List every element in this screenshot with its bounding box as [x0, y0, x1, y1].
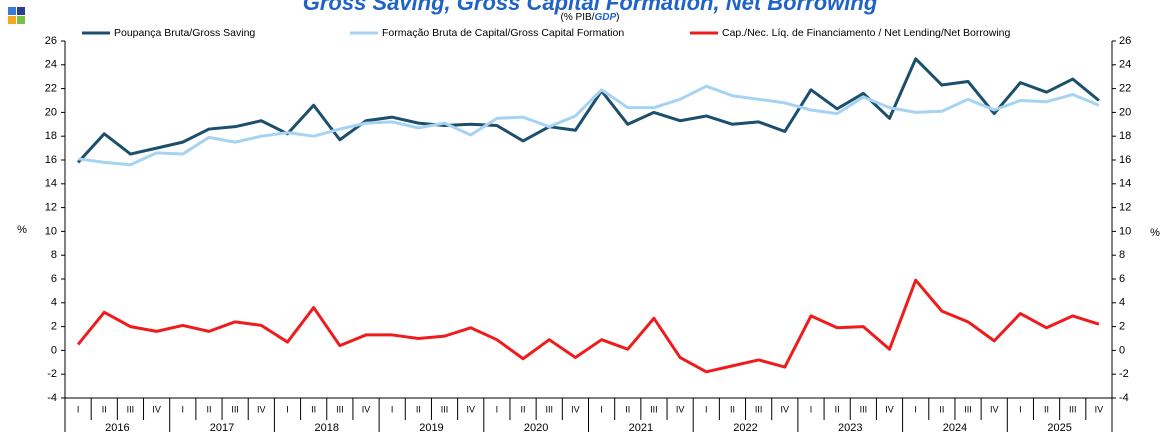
y2-tick-label: 0 — [1119, 344, 1125, 356]
x-tick-label: IV — [990, 404, 999, 414]
subtitle-part: GDP — [594, 12, 616, 23]
x-tick-label: IV — [1095, 404, 1104, 414]
y2-tick-label: 18 — [1119, 130, 1131, 142]
year-label: 2021 — [629, 422, 653, 432]
x-tick-label: I — [600, 404, 603, 414]
x-tick-label: IV — [257, 404, 266, 414]
x-tick-label: I — [1019, 404, 1022, 414]
series-line — [76, 57, 1100, 164]
year-label: 2018 — [315, 422, 339, 432]
x-tick-label: I — [496, 404, 499, 414]
x-tick-label: IV — [676, 404, 685, 414]
x-tick-label: II — [835, 404, 840, 414]
x-tick-label: II — [206, 404, 211, 414]
chart-subtitle: (% PIB/GDP) — [561, 12, 620, 23]
y-tick-label: -2 — [47, 368, 57, 380]
y-tick-label: 24 — [45, 59, 57, 71]
x-tick-label: I — [914, 404, 917, 414]
y2-tick-label: 6 — [1119, 273, 1125, 285]
y2-tick-label: 10 — [1119, 225, 1131, 237]
subtitle-part: (% PIB/ — [561, 12, 595, 23]
y-tick-label: 20 — [45, 106, 57, 118]
x-tick-label: III — [231, 404, 239, 414]
y2-tick-label: 12 — [1119, 202, 1131, 214]
year-label: 2024 — [943, 422, 967, 432]
y-tick-label: 26 — [45, 35, 57, 47]
year-label: 2017 — [210, 422, 234, 432]
y2-tick-label: 22 — [1119, 83, 1131, 95]
legend-label: Formação Bruta de Capital/Gross Capital … — [382, 27, 624, 39]
x-tick-label: III — [860, 404, 868, 414]
y2-tick-label: 8 — [1119, 249, 1125, 261]
logo — [8, 7, 25, 24]
x-tick-label: IV — [466, 404, 475, 414]
x-tick-label: II — [625, 404, 630, 414]
year-label: 2016 — [105, 422, 129, 432]
y2-tick-label: -2 — [1119, 368, 1129, 380]
y-tick-label: 16 — [45, 154, 57, 166]
y2-tick-label: 14 — [1119, 178, 1131, 190]
x-tick-label: II — [1044, 404, 1049, 414]
x-tick-label: III — [1069, 404, 1077, 414]
x-tick-label: IV — [152, 404, 161, 414]
x-tick-label: IV — [781, 404, 790, 414]
x-tick-label: II — [311, 404, 316, 414]
y-tick-label: 12 — [45, 202, 57, 214]
x-tick-label: I — [705, 404, 708, 414]
series-line — [77, 84, 1100, 167]
x-tick-label: II — [730, 404, 735, 414]
x-tick-label: III — [755, 404, 763, 414]
x-tick-label: III — [650, 404, 658, 414]
x-tick-label: II — [521, 404, 526, 414]
x-tick-label: IV — [885, 404, 894, 414]
x-tick-label: I — [810, 404, 813, 414]
year-label: 2019 — [419, 422, 443, 432]
y-tick-label: 18 — [45, 130, 57, 142]
y2-tick-label: -4 — [1119, 392, 1129, 404]
y2-axis-label: % — [1150, 227, 1160, 239]
year-label: 2023 — [838, 422, 862, 432]
chart-title: Gross Saving, Gross Capital Formation, N… — [303, 0, 878, 15]
x-tick-label: I — [391, 404, 394, 414]
x-tick-label: III — [336, 404, 344, 414]
legend-label: Poupança Bruta/Gross Saving — [114, 27, 255, 39]
year-label: 2022 — [733, 422, 757, 432]
x-tick-label: II — [939, 404, 944, 414]
x-tick-label: III — [441, 404, 449, 414]
y2-tick-label: 4 — [1119, 297, 1125, 309]
legend-label: Cap./Nec. Líq. de Financiamento / Net Le… — [722, 27, 1010, 39]
subtitle-part: ) — [616, 12, 619, 23]
x-tick-label: I — [182, 404, 185, 414]
y-tick-label: 2 — [51, 321, 57, 333]
x-tick-label: III — [964, 404, 972, 414]
y-tick-label: 0 — [51, 344, 57, 356]
x-tick-label: I — [286, 404, 289, 414]
y-tick-label: 10 — [45, 225, 57, 237]
y-tick-label: 14 — [45, 178, 57, 190]
y-tick-label: 6 — [51, 273, 57, 285]
y2-tick-label: 24 — [1119, 59, 1131, 71]
y-tick-label: -4 — [47, 392, 57, 404]
y2-tick-label: 20 — [1119, 106, 1131, 118]
y-tick-label: 4 — [51, 297, 57, 309]
series-line — [76, 278, 1100, 374]
y2-tick-label: 26 — [1119, 35, 1131, 47]
y-tick-label: 22 — [45, 83, 57, 95]
y-tick-label: 8 — [51, 249, 57, 261]
year-label: 2020 — [524, 422, 548, 432]
y-axis-label: % — [17, 224, 27, 236]
x-tick-label: IV — [571, 404, 580, 414]
x-tick-label: I — [77, 404, 80, 414]
x-tick-label: III — [545, 404, 553, 414]
y2-tick-label: 2 — [1119, 321, 1125, 333]
x-tick-label: IV — [362, 404, 371, 414]
x-tick-label: III — [127, 404, 135, 414]
x-tick-label: II — [102, 404, 107, 414]
year-label: 2025 — [1047, 422, 1071, 432]
x-tick-label: II — [416, 404, 421, 414]
y2-tick-label: 16 — [1119, 154, 1131, 166]
